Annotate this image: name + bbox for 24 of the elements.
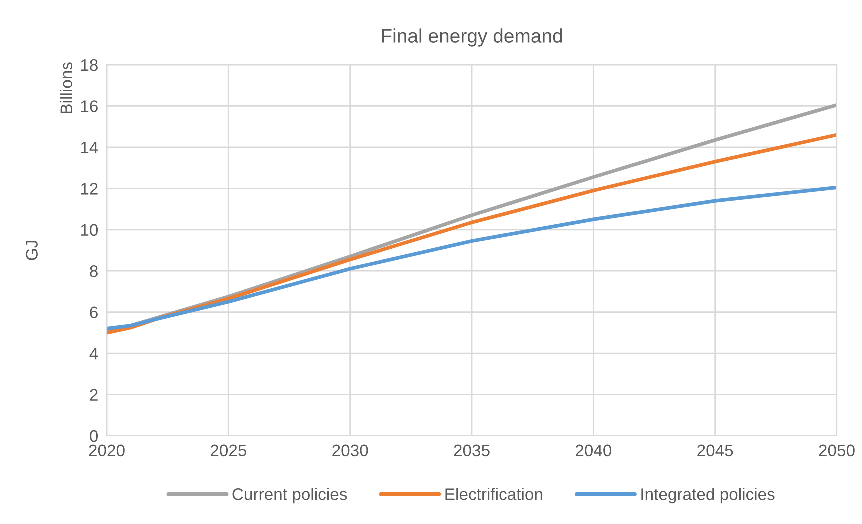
x-tick-label: 2030 [332,444,368,457]
y-tick-label: 18 [81,59,98,72]
y-tick-label: 10 [81,224,98,236]
y-axis-title: GJ [26,241,38,260]
text: Billions [60,62,72,114]
legend-label: Integrated policies [642,488,775,504]
x-tick-label: 2050 [819,444,855,457]
legend-label: Electrification [446,488,542,500]
y-tick-label: 8 [90,266,98,278]
y-tick-label: 6 [90,306,98,319]
y-tick-label: 12 [81,183,98,195]
line-series [107,186,837,331]
y-tick-label: 14 [81,142,98,154]
legend-label: Current policies [232,488,348,504]
y-tick-label: 0 [90,430,98,442]
y-tick-label: 2 [90,389,98,401]
x-tick-label: 2035 [454,444,490,457]
chart-title: Final energy demand [382,28,562,47]
y-tick-label: 4 [90,348,98,360]
x-tick-label: 2045 [698,444,734,457]
x-tick-label: 2040 [576,444,612,457]
x-tick-label: 2025 [210,444,247,457]
x-tick-label: 2020 [89,444,125,457]
y-tick-label: 16 [81,100,98,112]
